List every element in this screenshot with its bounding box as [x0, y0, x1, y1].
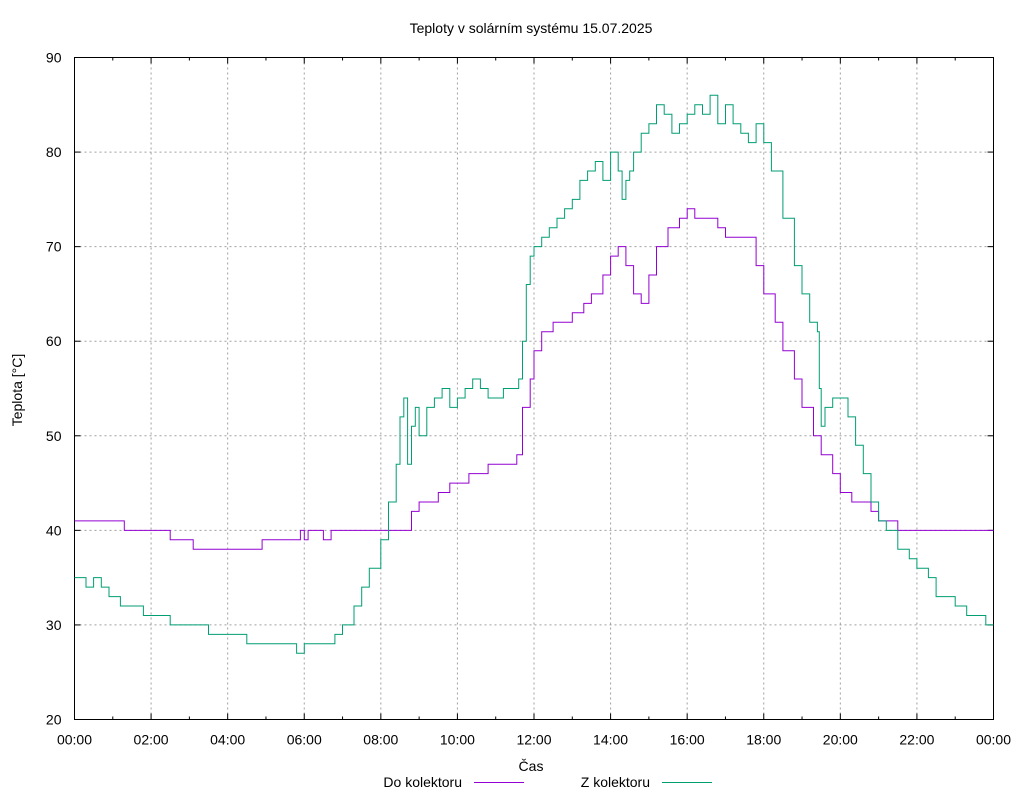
x-axis-label: Čas [519, 758, 544, 774]
x-tick-label: 02:00 [134, 732, 169, 748]
legend: Do kolektoru Z kolektoru [383, 774, 712, 790]
y-tick-label: 60 [46, 333, 62, 349]
x-tick-label: 16:00 [670, 732, 705, 748]
x-tick-label: 00:00 [976, 732, 1011, 748]
y-tick-label: 80 [46, 144, 62, 160]
x-tick-label: 14:00 [593, 732, 628, 748]
y-tick-label: 20 [46, 712, 62, 728]
legend-label: Do kolektoru [383, 774, 462, 790]
series-layer [74, 94, 994, 654]
y-tick-label: 50 [46, 428, 62, 444]
x-tick-label: 22:00 [899, 732, 934, 748]
y-tick-label: 90 [46, 50, 62, 66]
x-tick-label: 10:00 [440, 732, 475, 748]
series-line-1 [74, 208, 994, 550]
y-tick-label: 30 [46, 617, 62, 633]
grid [74, 57, 994, 720]
series-line-2 [74, 94, 994, 654]
x-tick-label: 06:00 [287, 732, 322, 748]
x-tick-label: 18:00 [746, 732, 781, 748]
y-tick-label: 40 [46, 522, 62, 538]
y-axis-label: Teplota [°C] [9, 354, 25, 427]
axis-ticks: 20 30 40 50 60 70 80 90 00:00 02:00 04:00 06:00 08:0… [46, 50, 1011, 748]
x-tick-label: 12:00 [516, 732, 551, 748]
chart-title: Teploty v solárním systému 15.07.2025 [410, 20, 653, 36]
legend-label: Z kolektoru [581, 774, 650, 790]
x-tick-label: 00:00 [57, 732, 92, 748]
x-tick-label: 08:00 [363, 732, 398, 748]
y-tick-label: 70 [46, 239, 62, 255]
x-tick-label: 04:00 [210, 732, 245, 748]
x-tick-label: 20:00 [823, 732, 858, 748]
